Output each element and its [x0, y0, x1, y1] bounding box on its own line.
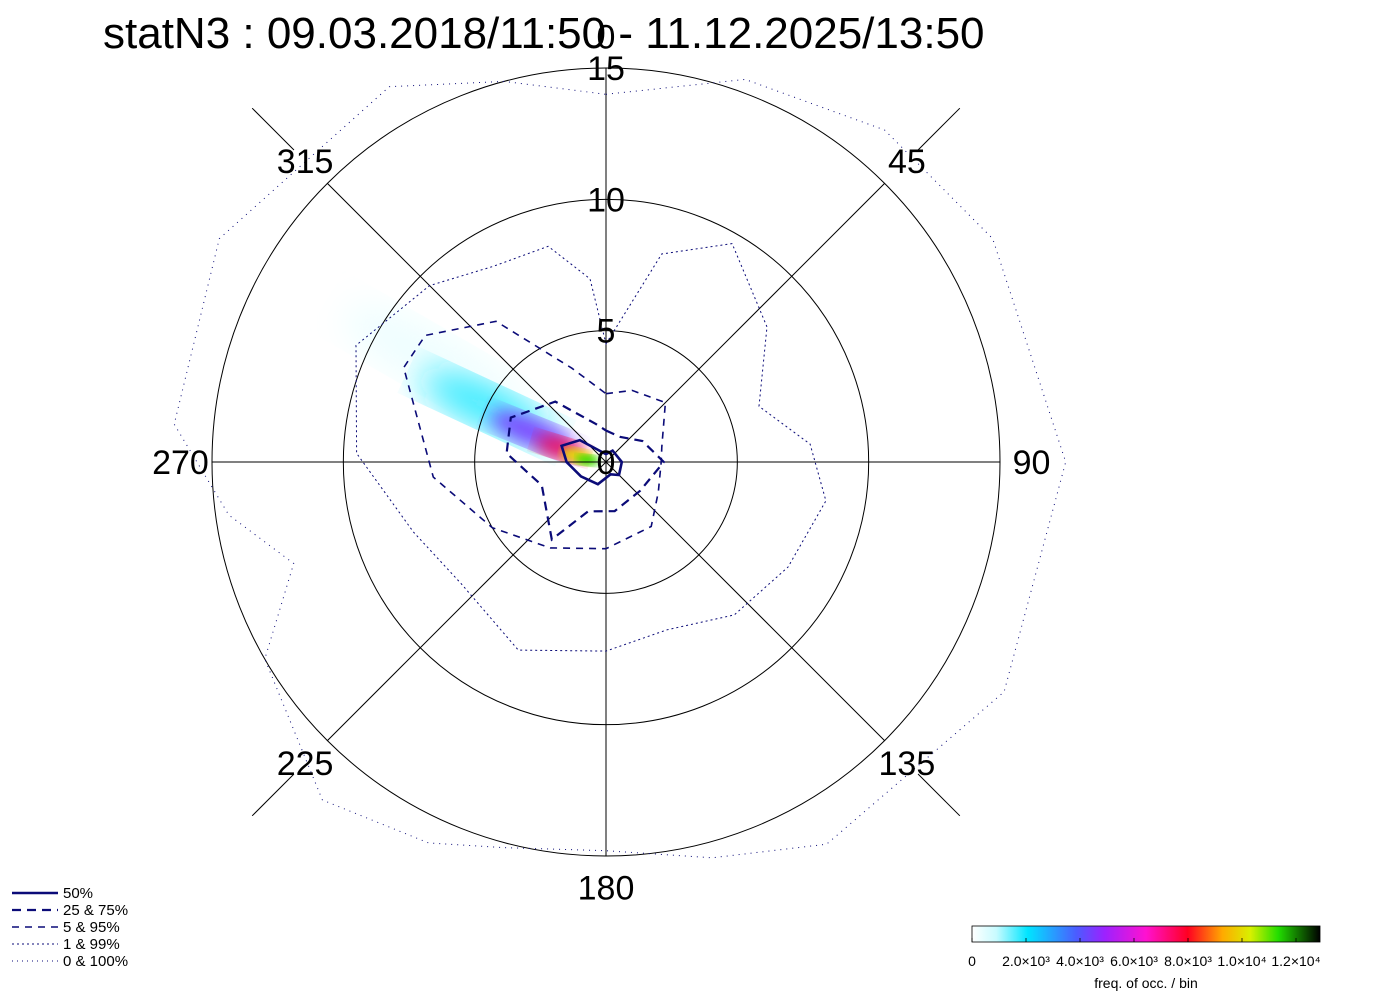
corner-tick: [917, 773, 961, 817]
colorbar-tick-label: 4.0×10³: [1056, 953, 1104, 969]
contour-legend: 50%25 & 75%5 & 95%1 & 99%0 & 100%: [12, 885, 128, 970]
legend-label: 25 & 75%: [63, 902, 128, 919]
angle-label-45: 45: [888, 143, 926, 181]
legend-label: 5 & 95%: [63, 919, 120, 936]
colorbar: 0 2.0×10³ 4.0×10³ 6.0×10³ 8.0×10³ 1.0×10⁴ 1.2×…: [968, 925, 1321, 991]
contour-c0-100: [173, 78, 1067, 859]
colorbar-tick-label: 8.0×10³: [1164, 953, 1212, 969]
spoke-45: [605, 183, 885, 463]
legend-label: 50%: [63, 885, 93, 902]
contour-c1-99: [355, 243, 827, 652]
range-label-15: 15: [587, 50, 625, 88]
angle-label-315: 315: [277, 143, 334, 181]
chart-title: statN3 : 09.03.2018/11:50 - 11.12.2025/1…: [103, 9, 985, 58]
percentile-contours: [173, 78, 1067, 859]
spoke-315: [327, 183, 607, 463]
range-label-10: 10: [587, 181, 625, 219]
spoke-225: [327, 461, 607, 741]
contour-c50: [559, 438, 624, 486]
angle-label-0: 0: [597, 18, 616, 56]
colorbar-tick-label: 0: [968, 953, 976, 969]
colorbar-tick-label: 1.2×10⁴: [1271, 953, 1320, 969]
contour-c5-95: [402, 320, 667, 550]
legend-label: 0 & 100%: [63, 953, 128, 970]
corner-tick: [917, 107, 961, 151]
colorbar-ticks: 0 2.0×10³ 4.0×10³ 6.0×10³ 8.0×10³ 1.0×10⁴ 1.2×…: [968, 938, 1321, 969]
range-label-0: 0: [597, 444, 616, 482]
angle-label-135: 135: [879, 745, 936, 783]
density-field: [343, 305, 600, 466]
angle-label-90: 90: [1013, 444, 1051, 482]
range-label-5: 5: [597, 313, 616, 351]
density-blob: [575, 454, 600, 466]
angle-label-225: 225: [277, 745, 334, 783]
colorbar-bar: [971, 925, 1321, 943]
corner-tick: [251, 773, 295, 817]
corner-tick: [251, 107, 295, 151]
colorbar-tick-label: 2.0×10³: [1002, 953, 1050, 969]
colorbar-tick-label: 6.0×10³: [1110, 953, 1158, 969]
colorbar-tick-label: 1.0×10⁴: [1217, 953, 1266, 969]
axis-tick-labels: 0 45 90 135 180 225 270 315 0 5 10 15: [152, 18, 1050, 907]
legend-label: 1 & 99%: [63, 936, 120, 953]
spoke-135: [605, 461, 885, 741]
polar-grid: [211, 67, 1001, 857]
angle-label-180: 180: [578, 870, 635, 908]
colorbar-label: freq. of occ. / bin: [1094, 975, 1198, 991]
contour-c25-75: [505, 400, 666, 542]
angle-label-270: 270: [152, 444, 209, 482]
